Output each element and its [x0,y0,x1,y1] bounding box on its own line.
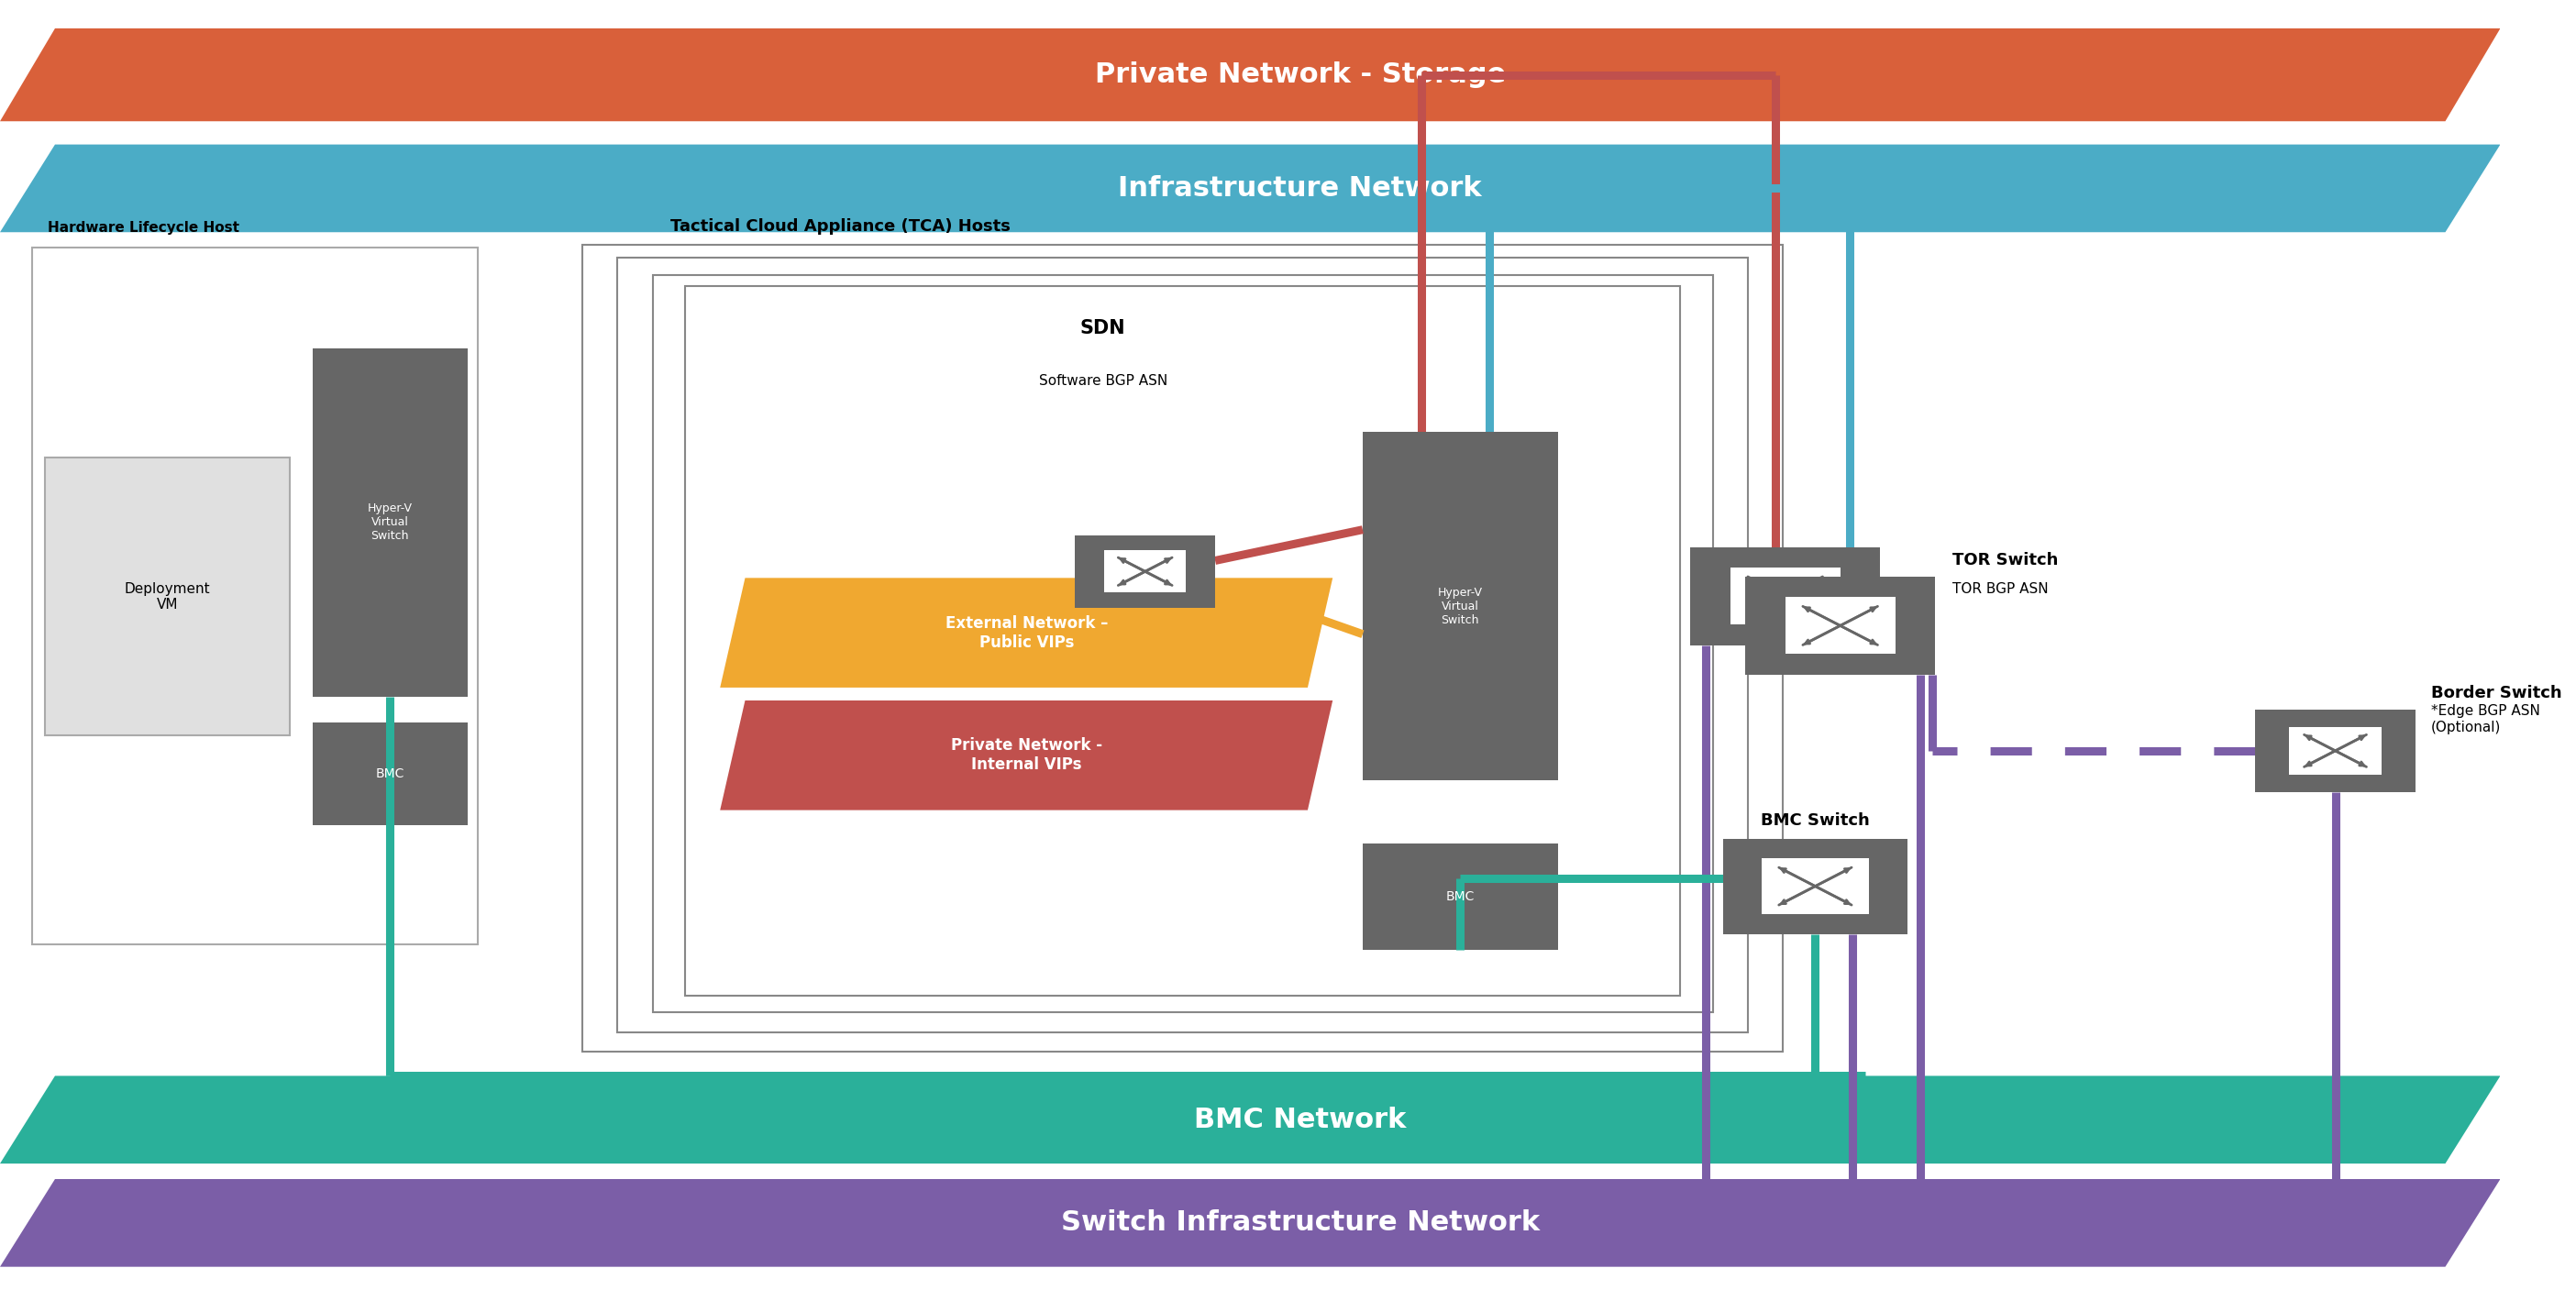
FancyBboxPatch shape [1785,597,1896,654]
FancyBboxPatch shape [312,722,469,826]
Polygon shape [0,1179,2501,1267]
FancyBboxPatch shape [618,258,1747,1032]
FancyBboxPatch shape [1074,535,1216,608]
Polygon shape [0,28,2501,121]
FancyBboxPatch shape [1363,844,1558,949]
Polygon shape [0,144,2501,232]
FancyBboxPatch shape [1744,577,1935,675]
FancyBboxPatch shape [685,286,1680,996]
Text: Software BGP ASN: Software BGP ASN [1038,374,1167,388]
FancyBboxPatch shape [652,275,1713,1013]
Text: *Edge BGP ASN
(Optional): *Edge BGP ASN (Optional) [2432,704,2540,734]
FancyBboxPatch shape [2290,726,2383,775]
FancyBboxPatch shape [1762,859,1868,913]
FancyBboxPatch shape [582,245,1783,1051]
Text: TOR Switch: TOR Switch [1953,552,2058,569]
FancyBboxPatch shape [1723,839,1909,934]
Text: Private Network -
Internal VIPs: Private Network - Internal VIPs [951,738,1103,773]
Text: BMC Switch: BMC Switch [1762,813,1870,829]
Text: SDN: SDN [1079,319,1126,337]
Text: External Network –
Public VIPs: External Network – Public VIPs [945,615,1108,650]
FancyBboxPatch shape [1731,568,1839,624]
Polygon shape [0,1076,2501,1164]
Text: Hardware Lifecycle Host: Hardware Lifecycle Host [46,221,240,235]
Text: Hyper-V
Virtual
Switch: Hyper-V Virtual Switch [1437,587,1484,626]
Text: Switch Infrastructure Network: Switch Infrastructure Network [1061,1210,1540,1236]
Text: TOR BGP ASN: TOR BGP ASN [1953,583,2048,596]
Text: Tactical Cloud Appliance (TCA) Hosts: Tactical Cloud Appliance (TCA) Hosts [670,218,1010,235]
Text: Infrastructure Network: Infrastructure Network [1118,175,1481,201]
Text: BMC: BMC [376,768,404,780]
FancyBboxPatch shape [44,458,291,735]
Polygon shape [721,578,1332,688]
FancyBboxPatch shape [1105,551,1185,592]
FancyBboxPatch shape [312,348,469,697]
Text: BMC: BMC [1445,890,1473,903]
Polygon shape [721,700,1332,810]
FancyBboxPatch shape [33,248,477,944]
Text: Hyper-V
Virtual
Switch: Hyper-V Virtual Switch [368,503,412,542]
FancyBboxPatch shape [2254,710,2416,792]
Text: Deployment
VM: Deployment VM [124,582,211,611]
Text: BMC Network: BMC Network [1195,1107,1406,1133]
FancyBboxPatch shape [1363,432,1558,780]
Text: Border Switch: Border Switch [2432,685,2563,702]
Text: Private Network - Storage: Private Network - Storage [1095,62,1504,88]
FancyBboxPatch shape [1690,547,1880,645]
